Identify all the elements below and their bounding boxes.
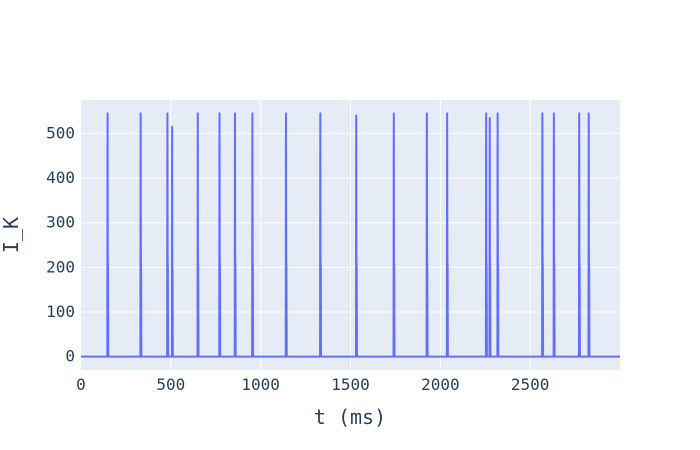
x-axis-title: t (ms) [314,405,386,429]
x-tick-label: 0 [76,375,86,394]
x-tick-label: 1500 [331,375,370,394]
series-line [81,112,620,358]
x-tick-label: 500 [156,375,185,394]
y-tick-label: 500 [46,123,75,142]
y-axis-title: I_K [0,217,23,253]
x-tick-labels: 0 500 1000 1500 2000 2500 [76,375,549,394]
series-layer [81,112,620,358]
y-tick-label: 100 [46,302,75,321]
x-tick-label: 2500 [511,375,550,394]
y-tick-label: 200 [46,257,75,276]
y-tick-labels: 0 100 200 300 400 500 [46,123,75,365]
x-tick-label: 1000 [241,375,280,394]
x-tick-label: 2000 [421,375,460,394]
y-tick-label: 300 [46,213,75,232]
y-tick-label: 0 [65,347,75,366]
x-grid [170,100,531,370]
y-tick-label: 400 [46,168,75,187]
